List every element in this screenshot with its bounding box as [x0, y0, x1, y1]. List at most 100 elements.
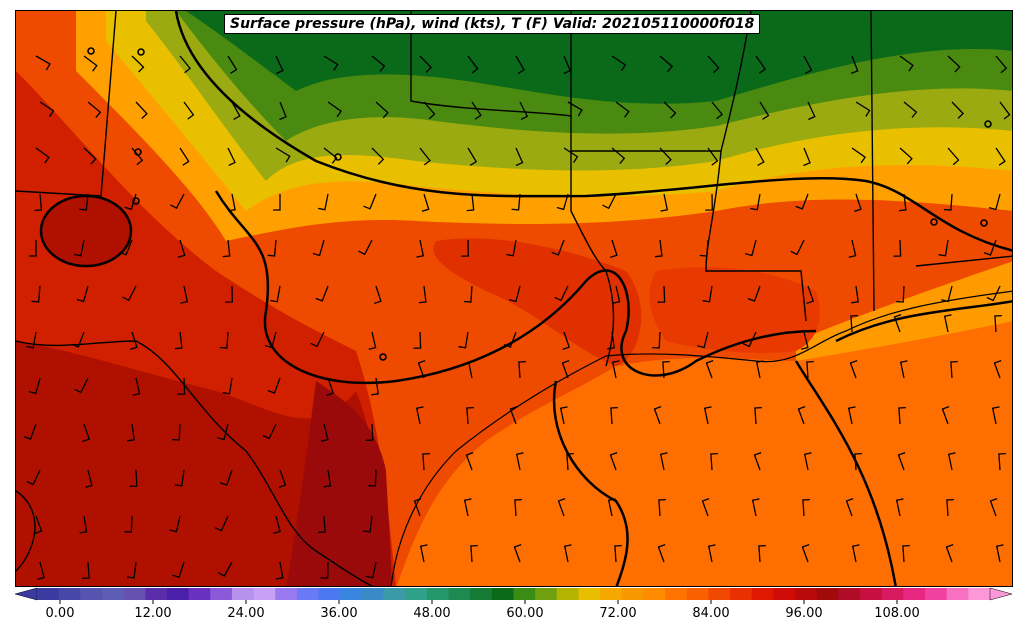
- wind-barb: [124, 193, 137, 211]
- colorbar-cell: [361, 588, 385, 600]
- wind-barb: [848, 239, 857, 258]
- wind-barb: [609, 451, 618, 471]
- colorbar-extend-low: [14, 587, 38, 601]
- wind-barb: [899, 55, 914, 72]
- colorbar-cell: [80, 588, 103, 600]
- wind-barb: [896, 285, 905, 303]
- wind-barb: [214, 515, 229, 532]
- colorbar-cell: [838, 588, 861, 600]
- wind-barb: [851, 544, 860, 563]
- colorbar-cell: [383, 588, 406, 600]
- colorbar-cell: [340, 588, 363, 600]
- wind-barb: [941, 285, 953, 303]
- wind-barb: [563, 544, 572, 563]
- wind-barb: [854, 193, 862, 213]
- colorbar-cell: [665, 588, 688, 600]
- wind-barb: [374, 285, 382, 305]
- colorbar-cell: [860, 588, 883, 600]
- wind-barb: [563, 55, 572, 75]
- wind-barb: [519, 101, 529, 120]
- wind-barb: [995, 55, 1008, 74]
- wind-barb: [803, 147, 811, 167]
- wind-barb: [132, 377, 141, 396]
- wind-barb: [707, 147, 719, 166]
- wind-barb: [807, 101, 816, 121]
- wind-barb: [614, 544, 622, 563]
- colorbar-cell: [145, 588, 168, 600]
- wind-barb: [29, 240, 37, 257]
- colorbar-cell: [491, 588, 514, 600]
- wind-barb: [371, 55, 386, 72]
- wind-barb: [71, 331, 85, 348]
- wind-barb: [742, 331, 757, 348]
- wind-barb: [991, 406, 1000, 425]
- wind-barb: [855, 101, 871, 117]
- wind-barb: [508, 285, 521, 303]
- wind-barb: [902, 544, 910, 563]
- wind-barb: [74, 377, 89, 394]
- wind-barb: [503, 331, 517, 348]
- gulf-region: [396, 311, 1012, 586]
- wind-barb: [79, 515, 88, 534]
- wind-barb: [515, 147, 524, 167]
- wind-barb: [267, 239, 277, 257]
- coastline: [390, 290, 1012, 586]
- wind-barb: [371, 147, 385, 165]
- wind-barb: [320, 561, 329, 579]
- wind-barb: [847, 406, 856, 425]
- colorbar-cell: [318, 588, 341, 600]
- wind-barb: [849, 359, 858, 379]
- wind-barb: [802, 498, 810, 517]
- wind-barb: [275, 561, 284, 580]
- wind-barb: [707, 55, 720, 74]
- wind-barb: [657, 285, 666, 303]
- colorbar-cell: [231, 588, 255, 600]
- wind-barb: [610, 239, 618, 259]
- wind-barb: [751, 498, 760, 517]
- wind-barb: [753, 451, 762, 471]
- dark-green-belt: [186, 11, 1012, 104]
- wind-barb: [421, 193, 430, 212]
- wind-barb: [26, 469, 41, 486]
- wind-barb: [124, 515, 133, 533]
- wind-barb: [222, 239, 231, 258]
- wind-barb: [509, 405, 518, 425]
- wind-barb: [611, 55, 627, 72]
- wind-barb: [515, 452, 524, 471]
- wind-barb: [83, 55, 98, 72]
- wind-barb: [34, 193, 43, 212]
- wind-barb: [31, 285, 41, 303]
- wind-barb: [707, 544, 716, 563]
- wind-barb: [947, 452, 956, 471]
- colorbar-cell: [513, 588, 536, 600]
- wind-barb: [135, 101, 148, 119]
- colorbar-cell: [426, 588, 450, 600]
- wind-barb: [273, 515, 281, 534]
- wind-barb: [561, 359, 570, 379]
- wind-barb: [279, 101, 287, 121]
- wind-barb: [34, 515, 43, 535]
- wind-barb: [219, 331, 229, 349]
- wind-barb: [471, 101, 482, 120]
- wind-barb: [699, 239, 709, 257]
- wind-barb: [943, 314, 952, 333]
- wind-barb: [470, 544, 478, 563]
- colorbar-cell: [58, 588, 81, 600]
- colorbar-cell: [968, 588, 991, 600]
- wind-barb: [419, 147, 431, 166]
- wind-barb: [416, 239, 425, 258]
- colorbar-cell: [730, 588, 753, 600]
- wind-barb: [611, 360, 620, 379]
- wind-barb: [845, 497, 854, 517]
- wind-barb: [413, 497, 422, 517]
- colorbar-cell: [600, 588, 623, 600]
- temperature-map: [16, 11, 1012, 586]
- wind-barb: [711, 101, 724, 120]
- wind-barb: [131, 55, 145, 73]
- wind-barb: [129, 469, 138, 487]
- wind-barb: [267, 377, 281, 394]
- wind-barb: [989, 497, 998, 517]
- wind-barb: [551, 239, 565, 256]
- colorbar-cell: [686, 588, 709, 600]
- wind-barb: [217, 561, 233, 577]
